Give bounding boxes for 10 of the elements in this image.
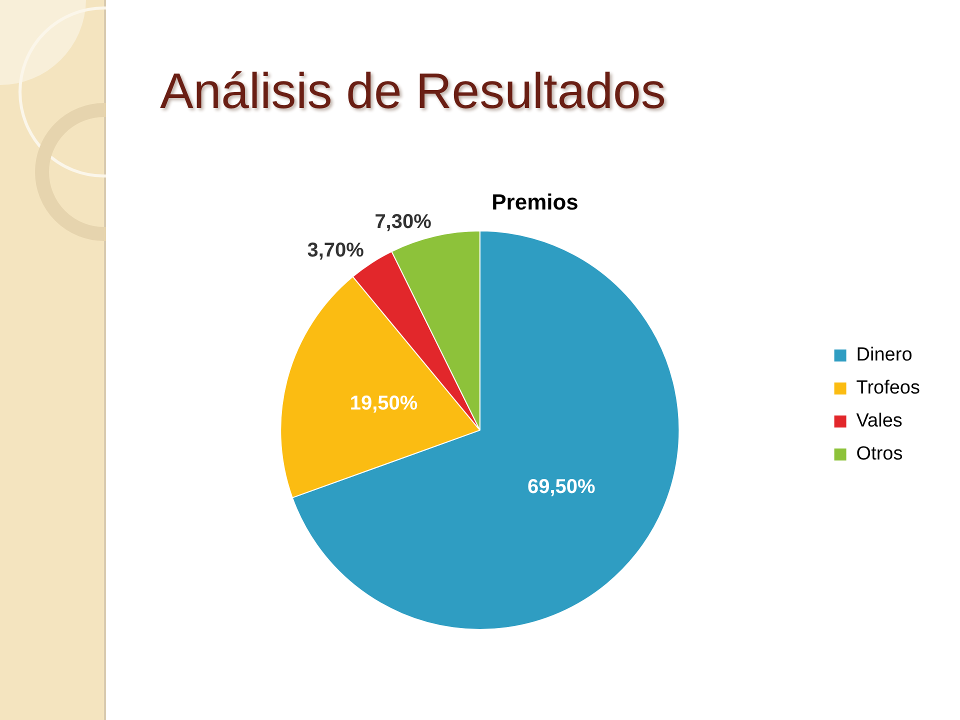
chart-subtitle: Premios <box>492 189 578 214</box>
legend-label: Vales <box>856 410 902 432</box>
legend-label: Dinero <box>856 344 912 366</box>
data-label: 19,50% <box>350 392 418 414</box>
data-label: 69,50% <box>528 476 596 498</box>
chart-title: Análisis de Resultados <box>160 62 666 120</box>
data-label: 3,70% <box>307 240 364 262</box>
legend-label: Trofeos <box>856 378 920 399</box>
data-label: 7,30% <box>374 211 432 233</box>
legend-label: Otros <box>856 444 903 465</box>
